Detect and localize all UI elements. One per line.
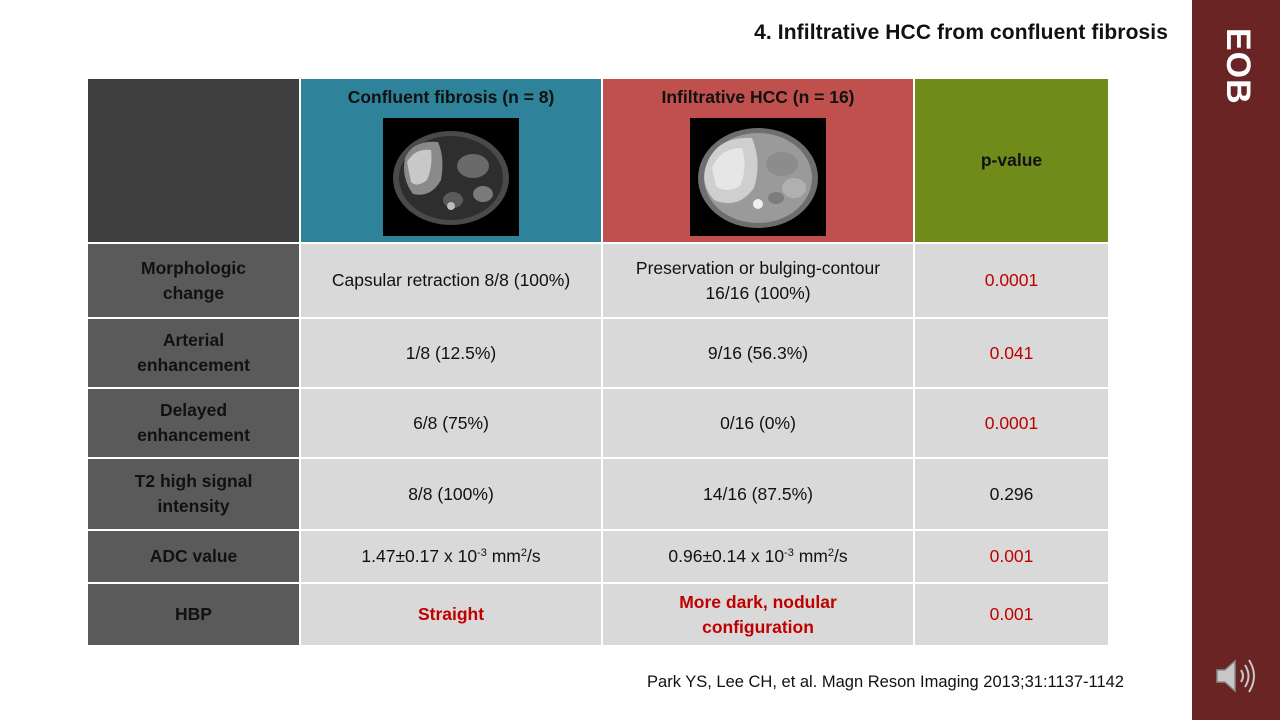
adc-unit-exponent: 2 bbox=[827, 547, 834, 559]
cell-line: Preservation or bulging-contour bbox=[635, 257, 881, 278]
header-infiltrative-hcc-label: Infiltrative HCC (n = 16) bbox=[661, 87, 855, 107]
side-band bbox=[1192, 0, 1280, 720]
adc-unit: mm bbox=[793, 546, 828, 566]
adc-unit: mm bbox=[486, 546, 521, 566]
table-row: T2 high signal intensity 8/8 (100%) 14/1… bbox=[86, 457, 1110, 531]
cell-fibrosis-hbp: Straight bbox=[299, 582, 603, 647]
adc-unit-exponent: 2 bbox=[520, 547, 527, 559]
cell-hcc-t2: 14/16 (87.5%) bbox=[601, 457, 915, 531]
cell-pvalue-t2: 0.296 bbox=[913, 457, 1110, 531]
cell-line: configuration bbox=[702, 616, 814, 637]
table-header-row: Confluent fibrosis (n = 8) bbox=[86, 77, 1110, 244]
cell-fibrosis-t2: 8/8 (100%) bbox=[299, 457, 603, 531]
row-label-line: Morphologic bbox=[141, 257, 246, 278]
table-row: Arterial enhancement 1/8 (12.5%) 9/16 (5… bbox=[86, 317, 1110, 389]
header-confluent-fibrosis: Confluent fibrosis (n = 8) bbox=[299, 77, 603, 244]
adc-exponent: -3 bbox=[784, 547, 794, 559]
row-label-line: enhancement bbox=[137, 355, 250, 375]
cell-fibrosis-delayed: 6/8 (75%) bbox=[299, 387, 603, 459]
slide-title: 4. Infiltrative HCC from confluent fibro… bbox=[754, 21, 1168, 44]
row-label-line: Arterial bbox=[162, 330, 225, 350]
plus-minus: ± bbox=[702, 546, 713, 566]
adc-unit-tail: /s bbox=[833, 546, 848, 566]
adc-exponent: -3 bbox=[477, 547, 487, 559]
plus-minus: ± bbox=[395, 546, 406, 566]
table-corner-cell bbox=[86, 77, 301, 244]
row-label-t2-signal: T2 high signal intensity bbox=[86, 457, 301, 531]
mri-scan-confluent-fibrosis-graphic bbox=[383, 118, 519, 236]
row-label-adc-value: ADC value bbox=[86, 529, 301, 584]
citation: Park YS, Lee CH, et al. Magn Reson Imagi… bbox=[647, 673, 1124, 691]
row-label-delayed-enhancement: Delayed enhancement bbox=[86, 387, 301, 459]
row-label-line: intensity bbox=[157, 496, 230, 516]
cell-line: More dark, nodular bbox=[679, 591, 837, 612]
cell-hcc-arterial: 9/16 (56.3%) bbox=[601, 317, 915, 389]
side-label: EOB bbox=[1219, 28, 1257, 105]
table-row: HBP Straight More dark, nodular configur… bbox=[86, 582, 1110, 647]
cell-fibrosis-morphologic: Capsular retraction 8/8 (100%) bbox=[299, 242, 603, 319]
mri-scan-infiltrative-hcc-graphic bbox=[690, 118, 826, 236]
adc-sd: 0.14 x 10 bbox=[712, 546, 785, 566]
adc-value: 0.96 bbox=[668, 546, 703, 566]
row-label-morphologic-change: Morphologic change bbox=[86, 242, 301, 319]
cell-hcc-delayed: 0/16 (0%) bbox=[601, 387, 915, 459]
row-label-line: enhancement bbox=[137, 425, 250, 445]
speaker-icon-graphic bbox=[1216, 659, 1255, 693]
table-row: Delayed enhancement 6/8 (75%) 0/16 (0%) … bbox=[86, 387, 1110, 459]
cell-pvalue-delayed: 0.0001 bbox=[913, 387, 1110, 459]
table-row: Morphologic change Capsular retraction 8… bbox=[86, 242, 1110, 319]
cell-hcc-hbp: More dark, nodular configuration bbox=[601, 582, 915, 647]
cell-fibrosis-arterial: 1/8 (12.5%) bbox=[299, 317, 603, 389]
cell-pvalue-morphologic: 0.0001 bbox=[913, 242, 1110, 319]
row-label-arterial-enhancement: Arterial enhancement bbox=[86, 317, 301, 389]
cell-hcc-morphologic: Preservation or bulging-contour 16/16 (1… bbox=[601, 242, 915, 319]
header-infiltrative-hcc: Infiltrative HCC (n = 16) bbox=[601, 77, 915, 244]
header-p-value: p-value bbox=[913, 77, 1110, 244]
cell-fibrosis-adc: 1.47±0.17 x 10-3 mm2/s bbox=[299, 529, 603, 584]
adc-unit-tail: /s bbox=[526, 546, 541, 566]
mri-scan-infiltrative-hcc-image bbox=[690, 118, 826, 236]
row-label-hbp: HBP bbox=[86, 582, 301, 647]
header-confluent-fibrosis-label: Confluent fibrosis (n = 8) bbox=[347, 87, 555, 107]
speaker-icon[interactable] bbox=[1214, 656, 1260, 696]
cell-pvalue-hbp: 0.001 bbox=[913, 582, 1110, 647]
table-row: ADC value 1.47±0.17 x 10-3 mm2/s 0.96±0.… bbox=[86, 529, 1110, 584]
adc-value: 1.47 bbox=[361, 546, 396, 566]
cell-pvalue-arterial: 0.041 bbox=[913, 317, 1110, 389]
cell-line: 16/16 (100%) bbox=[705, 282, 811, 303]
row-label-line: change bbox=[162, 282, 225, 303]
row-label-line: T2 high signal bbox=[134, 471, 253, 491]
cell-hcc-adc: 0.96±0.14 x 10-3 mm2/s bbox=[601, 529, 915, 584]
adc-sd: 0.17 x 10 bbox=[405, 546, 478, 566]
mri-scan-confluent-fibrosis-image bbox=[383, 118, 519, 236]
row-label-line: Delayed bbox=[159, 400, 228, 420]
comparison-table: Confluent fibrosis (n = 8) bbox=[86, 77, 1110, 647]
cell-pvalue-adc: 0.001 bbox=[913, 529, 1110, 584]
